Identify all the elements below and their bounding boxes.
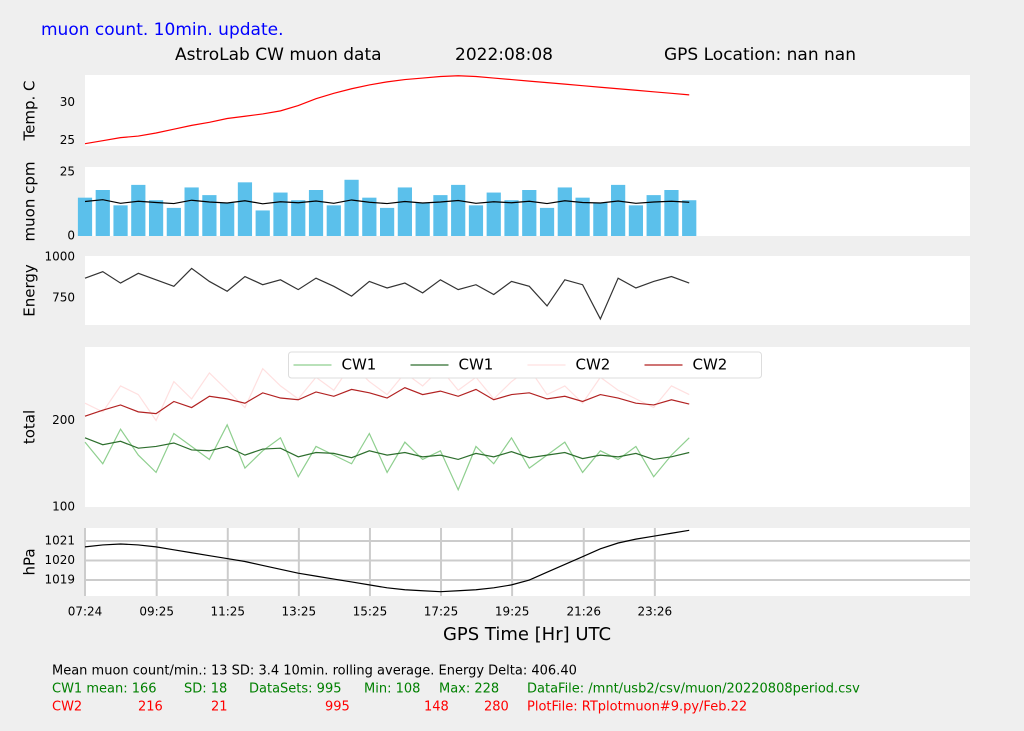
- update-note: muon count. 10min. update.: [41, 20, 283, 40]
- line: [84, 199, 690, 205]
- line: [84, 386, 690, 417]
- bar: [593, 202, 608, 236]
- bar: [308, 190, 324, 236]
- y-axis-label: total: [21, 410, 39, 444]
- footer-cw1: CW1 mean: 166: [52, 682, 157, 697]
- panel: [85, 75, 970, 146]
- bar: [202, 195, 217, 236]
- footer-cw2: CW2: [52, 700, 82, 715]
- footer-cw1: Max: 228: [439, 682, 499, 697]
- bar: [113, 205, 128, 236]
- panel: [85, 528, 970, 596]
- legend-label: CW2: [576, 356, 611, 374]
- y-tick-label: 100: [52, 500, 75, 514]
- date: 2022:08:08: [455, 45, 553, 65]
- footer-cw2: 280: [484, 700, 509, 715]
- bar: [628, 205, 644, 236]
- footer-cw1: DataSets: 995: [249, 682, 342, 697]
- y-tick-label: 30: [60, 95, 75, 109]
- legend-label: CW1: [459, 356, 494, 374]
- chart-title: AstroLab CW muon data: [175, 45, 382, 65]
- bar: [326, 205, 341, 236]
- x-tick-label: 19:25: [495, 605, 530, 619]
- bar: [451, 184, 466, 236]
- bar: [611, 184, 626, 236]
- x-tick-label: 09:25: [139, 605, 174, 619]
- bar: [148, 200, 164, 236]
- footer-cw2: 995: [325, 700, 350, 715]
- bar: [415, 202, 430, 236]
- footer-cw1: Min: 108: [364, 682, 420, 697]
- bar: [664, 190, 679, 236]
- line: [84, 437, 690, 461]
- bar: [433, 195, 448, 236]
- bar: [468, 205, 484, 236]
- x-tick-label: 11:25: [210, 605, 245, 619]
- x-axis-label: GPS Time [Hr] UTC: [443, 624, 611, 645]
- x-tick-label: 13:25: [282, 605, 317, 619]
- bar: [380, 207, 395, 236]
- legend-box: [288, 351, 762, 379]
- bar: [220, 202, 235, 236]
- y-tick-label: 200: [52, 413, 75, 427]
- footer-cw2: PlotFile: RTplotmuon#9.py/Feb.22: [527, 700, 747, 715]
- bar: [291, 200, 306, 236]
- footer-cw1: SD: 18: [184, 682, 227, 697]
- y-tick-label: 1000: [44, 249, 75, 263]
- location: GPS Location: nan nan: [664, 45, 856, 65]
- bar: [131, 184, 146, 236]
- footer-summary: Mean muon count/min.: 13 SD: 3.4 10min. …: [52, 664, 577, 679]
- y-tick-label: 25: [60, 133, 75, 147]
- line: [84, 267, 690, 321]
- bar: [166, 207, 181, 236]
- y-tick-label: 750: [52, 290, 75, 304]
- y-axis-label: Temp. C: [21, 81, 39, 142]
- footer-cw2: 148: [424, 700, 449, 715]
- footer-cw2: 21: [211, 700, 228, 715]
- bar: [486, 192, 501, 236]
- footer-cw1: DataFile: /mnt/usb2/csv/muon/20220808per…: [527, 682, 860, 697]
- bar: [397, 187, 412, 236]
- legend-label: CW1: [342, 356, 377, 374]
- line: [84, 75, 690, 145]
- y-axis-label: Energy: [21, 264, 39, 317]
- bar: [344, 179, 359, 236]
- y-axis-label: muon cpm: [21, 162, 39, 242]
- bar: [557, 187, 572, 236]
- footer-cw2: 216: [138, 700, 163, 715]
- bar: [522, 190, 537, 236]
- y-tick-label: 1020: [44, 553, 75, 567]
- y-axis-label: hPa: [21, 548, 39, 575]
- line: [84, 423, 690, 492]
- bar: [95, 190, 110, 236]
- x-tick-label: 15:25: [353, 605, 388, 619]
- line: [84, 529, 690, 593]
- bar: [237, 182, 253, 236]
- y-tick-label: 1019: [44, 573, 75, 587]
- bar: [646, 195, 661, 236]
- bar: [575, 197, 590, 236]
- bar: [273, 192, 288, 236]
- bar: [255, 210, 270, 236]
- bar: [184, 187, 199, 236]
- line: [84, 363, 690, 422]
- y-tick-label: 25: [60, 165, 75, 179]
- x-tick-label: 21:26: [566, 605, 601, 619]
- bar: [682, 200, 697, 236]
- y-tick-label: 1021: [44, 534, 75, 548]
- bar: [539, 207, 555, 236]
- bar: [504, 200, 519, 236]
- panel: [85, 256, 970, 325]
- legend-label: CW2: [693, 356, 728, 374]
- bar: [77, 197, 93, 236]
- x-tick-label: 23:26: [638, 605, 673, 619]
- x-tick-label: 07:24: [68, 605, 103, 619]
- y-tick-label: 0: [67, 229, 75, 243]
- x-tick-label: 17:25: [424, 605, 459, 619]
- bar: [362, 197, 377, 236]
